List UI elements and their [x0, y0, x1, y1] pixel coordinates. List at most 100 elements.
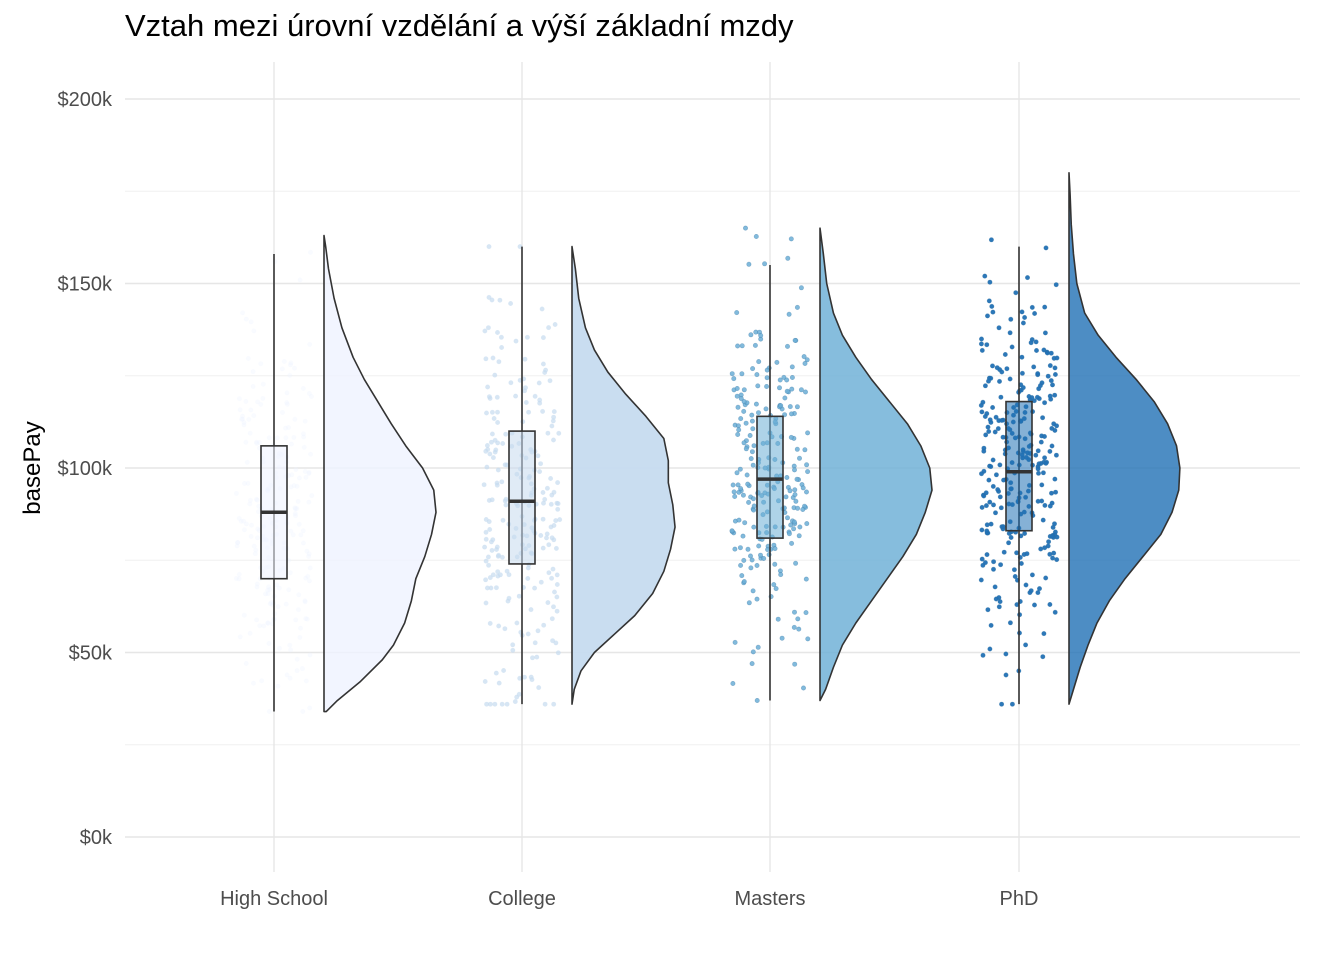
data-point [549, 423, 555, 429]
data-point [746, 261, 752, 267]
data-point [763, 406, 769, 412]
data-point [998, 562, 1004, 568]
data-point [996, 604, 1002, 610]
data-point [986, 477, 992, 483]
data-point [276, 585, 282, 591]
data-point [1019, 354, 1025, 360]
data-point [284, 672, 290, 678]
data-point [1047, 393, 1053, 399]
data-point [484, 464, 490, 470]
data-point [1023, 582, 1029, 588]
data-point [804, 357, 810, 363]
data-point [736, 427, 742, 433]
data-point [248, 319, 254, 325]
data-point [985, 607, 991, 613]
data-point [499, 479, 505, 485]
data-point [267, 601, 273, 607]
data-point [989, 303, 995, 309]
data-point [800, 685, 806, 691]
data-point [789, 386, 795, 392]
data-point [295, 607, 301, 613]
data-point [1002, 351, 1008, 357]
data-point [539, 306, 545, 312]
data-point [802, 360, 808, 366]
data-point [253, 547, 259, 553]
data-point [483, 410, 489, 416]
data-point [267, 586, 273, 592]
data-point [302, 598, 308, 604]
data-point [292, 505, 298, 511]
data-point [784, 377, 790, 383]
data-point [984, 528, 990, 534]
data-point [499, 344, 505, 350]
data-point [548, 501, 554, 507]
data-point [750, 649, 756, 655]
data-point [776, 385, 782, 391]
data-point [749, 449, 755, 455]
data-point [991, 559, 997, 565]
data-point [241, 527, 247, 533]
data-point [301, 434, 307, 440]
data-point [805, 430, 811, 436]
data-point [1019, 370, 1025, 376]
data-point [245, 480, 251, 486]
data-point [987, 279, 993, 285]
chart-title: Vztah mezi úrovní vzdělání a výší základ… [125, 8, 794, 43]
data-point [1029, 304, 1035, 310]
data-point [307, 565, 313, 571]
data-point [551, 489, 557, 495]
data-point [496, 680, 502, 686]
data-point [798, 387, 804, 393]
data-point [554, 608, 560, 614]
data-point [735, 431, 741, 437]
data-point [266, 708, 272, 714]
data-point [514, 694, 520, 700]
data-point [247, 430, 253, 436]
data-point [741, 408, 747, 414]
data-point [731, 489, 737, 495]
data-point [1008, 316, 1014, 322]
data-point [737, 466, 743, 472]
data-point [279, 366, 285, 372]
data-point [288, 441, 294, 447]
x-tick-label: Masters [734, 888, 805, 910]
data-point [741, 440, 747, 446]
data-point [1037, 586, 1043, 592]
data-point [993, 414, 999, 420]
data-point [732, 493, 738, 499]
data-point [307, 705, 313, 711]
data-point [243, 521, 249, 527]
data-point [522, 356, 528, 362]
data-point [1012, 573, 1018, 579]
data-point [307, 341, 313, 347]
data-point [978, 341, 984, 347]
data-point [730, 680, 736, 686]
data-point [234, 543, 240, 549]
data-point [791, 609, 797, 615]
plot-area [233, 172, 1181, 714]
data-point [986, 298, 992, 304]
data-point [236, 515, 242, 521]
data-point [251, 328, 257, 334]
data-point [1053, 452, 1059, 458]
data-point [1023, 642, 1029, 648]
data-point [747, 432, 753, 438]
data-point [300, 708, 306, 714]
data-point [1034, 394, 1040, 400]
data-point [1040, 654, 1046, 660]
data-point [749, 557, 755, 563]
data-point [291, 365, 297, 371]
data-point [1042, 502, 1048, 508]
data-point [482, 328, 488, 334]
data-point [307, 652, 313, 658]
data-point [997, 462, 1003, 468]
data-point [796, 455, 802, 461]
data-point [265, 620, 271, 626]
data-point [731, 376, 737, 382]
data-point [750, 366, 756, 372]
data-point [986, 428, 992, 434]
y-axis-title: basePay [19, 421, 46, 514]
data-point [1047, 363, 1053, 369]
data-point [1025, 275, 1031, 281]
data-point [802, 389, 808, 395]
